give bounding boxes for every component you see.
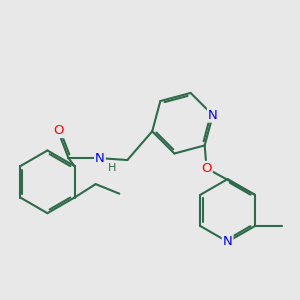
Text: N: N xyxy=(223,235,232,248)
Text: H: H xyxy=(108,163,117,173)
Text: N: N xyxy=(208,109,218,122)
Text: O: O xyxy=(201,162,212,175)
Text: N: N xyxy=(95,152,105,165)
Text: O: O xyxy=(54,124,64,137)
